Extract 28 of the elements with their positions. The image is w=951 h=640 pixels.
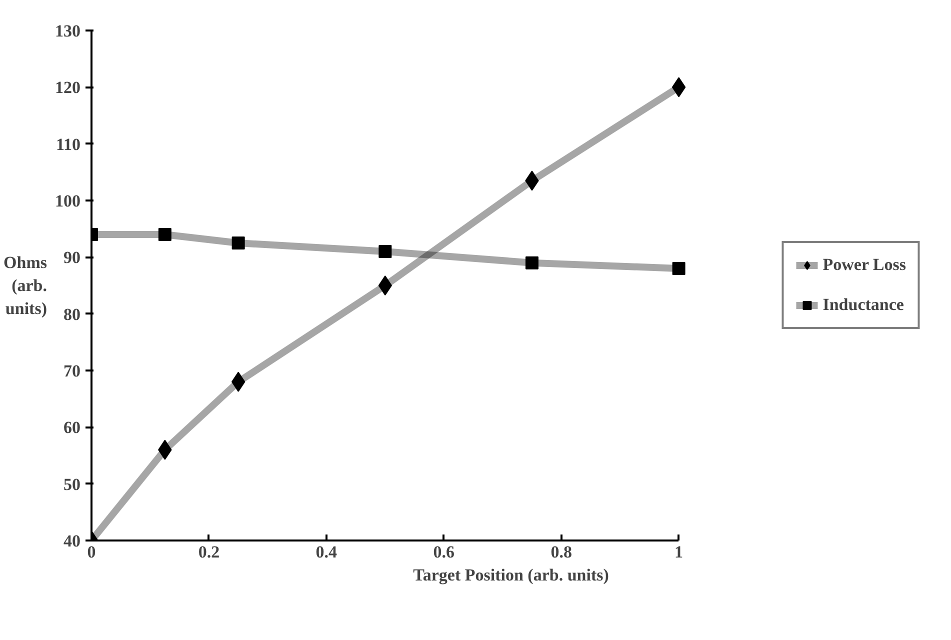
x-tick-label: 0.6 <box>433 542 455 562</box>
x-tick-label: 0.2 <box>198 542 220 562</box>
y-axis-title: Ohms (arb. units) <box>4 253 48 318</box>
y-tick-label: 110 <box>56 134 80 154</box>
y-tick-label: 40 <box>64 532 80 550</box>
legend-label: Power Loss <box>822 255 906 275</box>
y-tick-label: 50 <box>64 474 80 494</box>
y-tick-label: 70 <box>64 362 80 380</box>
y-tick-label: 120 <box>55 78 80 98</box>
y-tick-label: 60 <box>64 418 80 438</box>
y-tick-label: 130 <box>55 22 80 40</box>
point <box>231 372 246 392</box>
point <box>672 77 686 98</box>
point <box>672 262 686 275</box>
y-tick-label: 80 <box>64 304 80 324</box>
x-tick-label: 0.8 <box>550 542 572 562</box>
x-tick-label: 0.4 <box>316 542 338 562</box>
x-tick-label: 1 <box>674 542 684 562</box>
x-axis-title: Target Position (arb. units) <box>413 566 609 584</box>
point <box>525 256 538 270</box>
point <box>378 276 392 296</box>
x-tick-label: 0 <box>87 542 96 562</box>
point <box>378 245 392 258</box>
y-tick-label: 90 <box>64 248 80 268</box>
legend-label: Inductance <box>822 295 904 315</box>
point <box>158 228 172 241</box>
point <box>232 236 245 250</box>
y-tick-label: 100 <box>55 192 80 210</box>
